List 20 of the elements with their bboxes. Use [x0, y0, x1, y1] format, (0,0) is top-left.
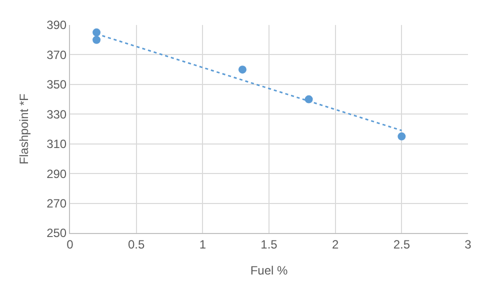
y-tick-label: 250: [46, 226, 67, 240]
x-tick-label: 0: [66, 237, 74, 252]
y-axis-title: Flashpoint *F: [16, 94, 31, 164]
point: [238, 66, 246, 74]
y-tick-label: 390: [46, 18, 67, 32]
y-tick-label: 330: [46, 107, 67, 122]
point: [92, 36, 101, 44]
x-tick-label: 0.5: [128, 237, 145, 252]
y-tick-label: 270: [46, 196, 67, 210]
y-tick-label: 310: [46, 137, 67, 152]
y-tick-label: 370: [46, 48, 67, 62]
x-tick-label: 2: [332, 237, 339, 252]
x-tick-label: 1.5: [260, 237, 278, 252]
x-tick-label: 3: [464, 237, 472, 252]
y-tick-label: 350: [46, 78, 67, 92]
x-tick-label: 1: [199, 237, 206, 252]
x-tick-label: 2.5: [393, 237, 410, 252]
point: [398, 132, 406, 140]
y-tick-label: 290: [46, 166, 67, 181]
x-axis-title: Fuel %: [250, 263, 288, 278]
